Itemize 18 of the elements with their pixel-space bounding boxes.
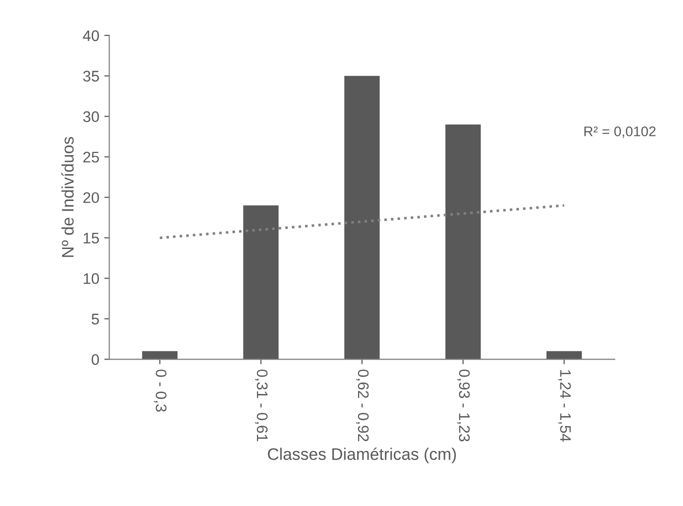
y-tick-label: 10 [84,273,99,284]
y-axis-title: Nº de Indivíduos [61,136,74,257]
y-tick-label: 25 [83,152,99,163]
annotation: R² = 0,0102 [584,126,656,138]
x-axis-title: Classes Diamétricas (cm) [268,448,456,464]
x-tick-label: 0 - 0,3 [154,370,167,412]
y-tick-label: 15 [84,232,99,244]
x-tick-label: 1,24 - 1,54 [558,370,571,442]
line-series [158,204,566,240]
y-tick-label: 20 [83,192,99,204]
y-tick-label: 40 [82,30,99,42]
x-tick-label: 0,31 - 0,61 [255,370,268,442]
y-tick-label: 30 [83,111,99,122]
y-tick-label: 0 [92,354,99,365]
x-tick-label: 0,93 - 1,23 [457,370,470,442]
y-tick-label: 5 [92,314,99,324]
y-tick-label: 35 [83,70,99,82]
x-tick-label: 0,62 - 0,92 [356,370,369,442]
